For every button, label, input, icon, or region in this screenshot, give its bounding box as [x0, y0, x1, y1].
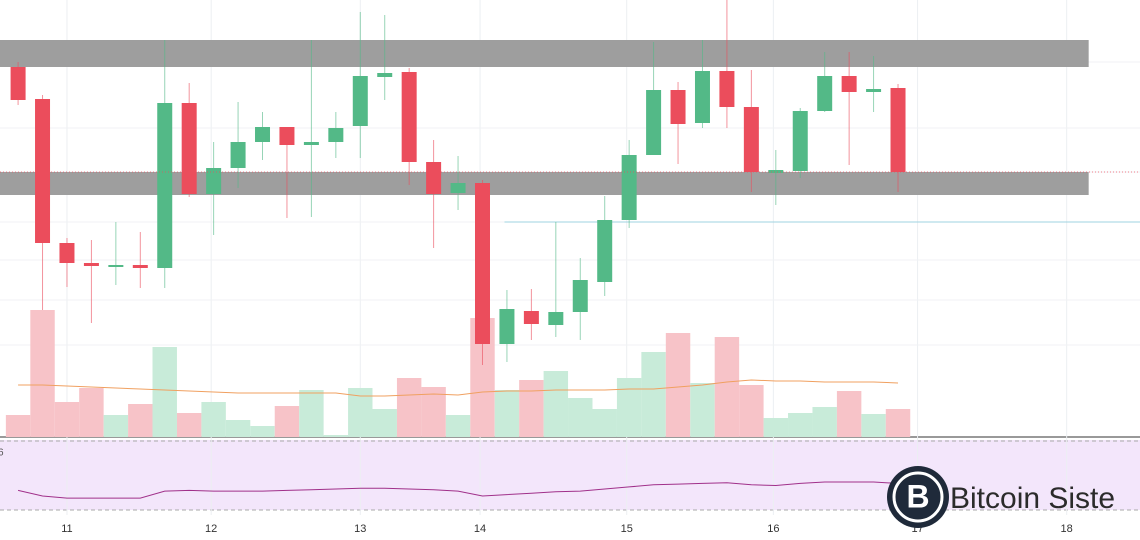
logo-letter: B	[906, 478, 929, 514]
zone	[0, 40, 1089, 67]
volume-bar	[103, 415, 129, 437]
volume-bar	[592, 409, 617, 437]
volume-bar	[665, 333, 691, 437]
candle-body	[157, 103, 173, 268]
candle-body	[694, 71, 710, 123]
watermark: B Bitcoin Siste	[887, 466, 1115, 528]
candle-body	[108, 265, 124, 267]
volume-bar	[421, 387, 446, 437]
x-tick-label: 12	[205, 523, 217, 535]
volume-bar	[54, 402, 80, 437]
candle-body	[426, 162, 442, 194]
candle-body	[646, 90, 662, 155]
candle-body	[206, 168, 222, 194]
candle-body	[866, 89, 882, 92]
x-tick-label: 15	[621, 523, 633, 535]
candle-body	[255, 127, 271, 142]
candle-body	[719, 71, 735, 107]
volume-bar	[128, 404, 153, 437]
volume-bar	[5, 415, 31, 437]
volume-bar	[739, 385, 764, 437]
volume-bar	[396, 378, 422, 437]
volume-bar	[519, 380, 544, 437]
volume-bar	[788, 413, 813, 437]
candle-body	[890, 88, 906, 172]
volume-bar	[714, 337, 740, 437]
candle-body	[10, 67, 26, 100]
candle-body	[328, 128, 344, 142]
volume-bar	[30, 310, 55, 437]
indicator-label: 6	[0, 448, 4, 459]
volume-bar	[885, 409, 911, 437]
candle-body	[548, 312, 564, 325]
volume-bar	[176, 413, 202, 437]
volume-bar	[836, 391, 862, 437]
candle-body	[352, 76, 368, 126]
candle-body	[401, 72, 417, 162]
volume-bar	[274, 406, 300, 437]
volume-bar	[641, 352, 666, 437]
logo-ring	[892, 471, 944, 523]
candle-body	[768, 170, 784, 173]
candle-body	[181, 103, 197, 194]
candle-body	[670, 90, 686, 124]
volume-bar	[494, 390, 520, 437]
volume-bar	[323, 435, 349, 437]
candle-body	[499, 309, 515, 344]
volume-bar	[445, 415, 471, 437]
indicator-panel	[0, 440, 1140, 510]
candle-body	[841, 76, 857, 92]
watermark-text: Bitcoin Siste	[950, 482, 1115, 515]
logo	[887, 466, 949, 528]
x-tick-label: 13	[354, 523, 366, 535]
candle-body	[83, 263, 99, 266]
volume-bar	[861, 414, 886, 437]
candle-body	[279, 127, 295, 145]
x-tick-label: 11	[61, 523, 72, 535]
candle-body	[132, 265, 148, 268]
volume-bar	[763, 418, 789, 437]
candle-body	[621, 155, 637, 220]
volume-bar	[812, 407, 837, 437]
candle-body	[59, 243, 75, 263]
volume-bar	[250, 426, 275, 437]
candle-body	[523, 311, 539, 324]
x-tick-label: 14	[474, 523, 486, 535]
volume-bar	[690, 383, 715, 437]
volume-bar	[152, 347, 177, 437]
volume-bar	[568, 398, 593, 437]
volume-bar	[543, 371, 569, 437]
volume-bar	[372, 409, 397, 437]
candle-body	[743, 107, 759, 172]
candle-body	[597, 220, 613, 282]
candle-body	[572, 280, 588, 312]
zone	[0, 172, 1089, 195]
volume-bar	[225, 420, 251, 437]
volume-bar	[79, 388, 104, 437]
volume-bar	[616, 378, 642, 437]
indicator-line	[17, 481, 899, 499]
candle-body	[450, 183, 466, 193]
candle-body	[303, 142, 319, 145]
volume-ma	[18, 379, 899, 397]
candle-body	[817, 76, 833, 111]
candle-body	[474, 183, 490, 344]
candle-body	[230, 142, 246, 168]
candle-body	[377, 73, 393, 77]
x-tick-label: 18	[1061, 523, 1073, 535]
candle-body	[35, 99, 51, 243]
volume-bar	[201, 402, 226, 437]
candle-body	[792, 111, 808, 171]
x-tick-label: 16	[767, 523, 779, 535]
volume-bar	[299, 390, 324, 437]
